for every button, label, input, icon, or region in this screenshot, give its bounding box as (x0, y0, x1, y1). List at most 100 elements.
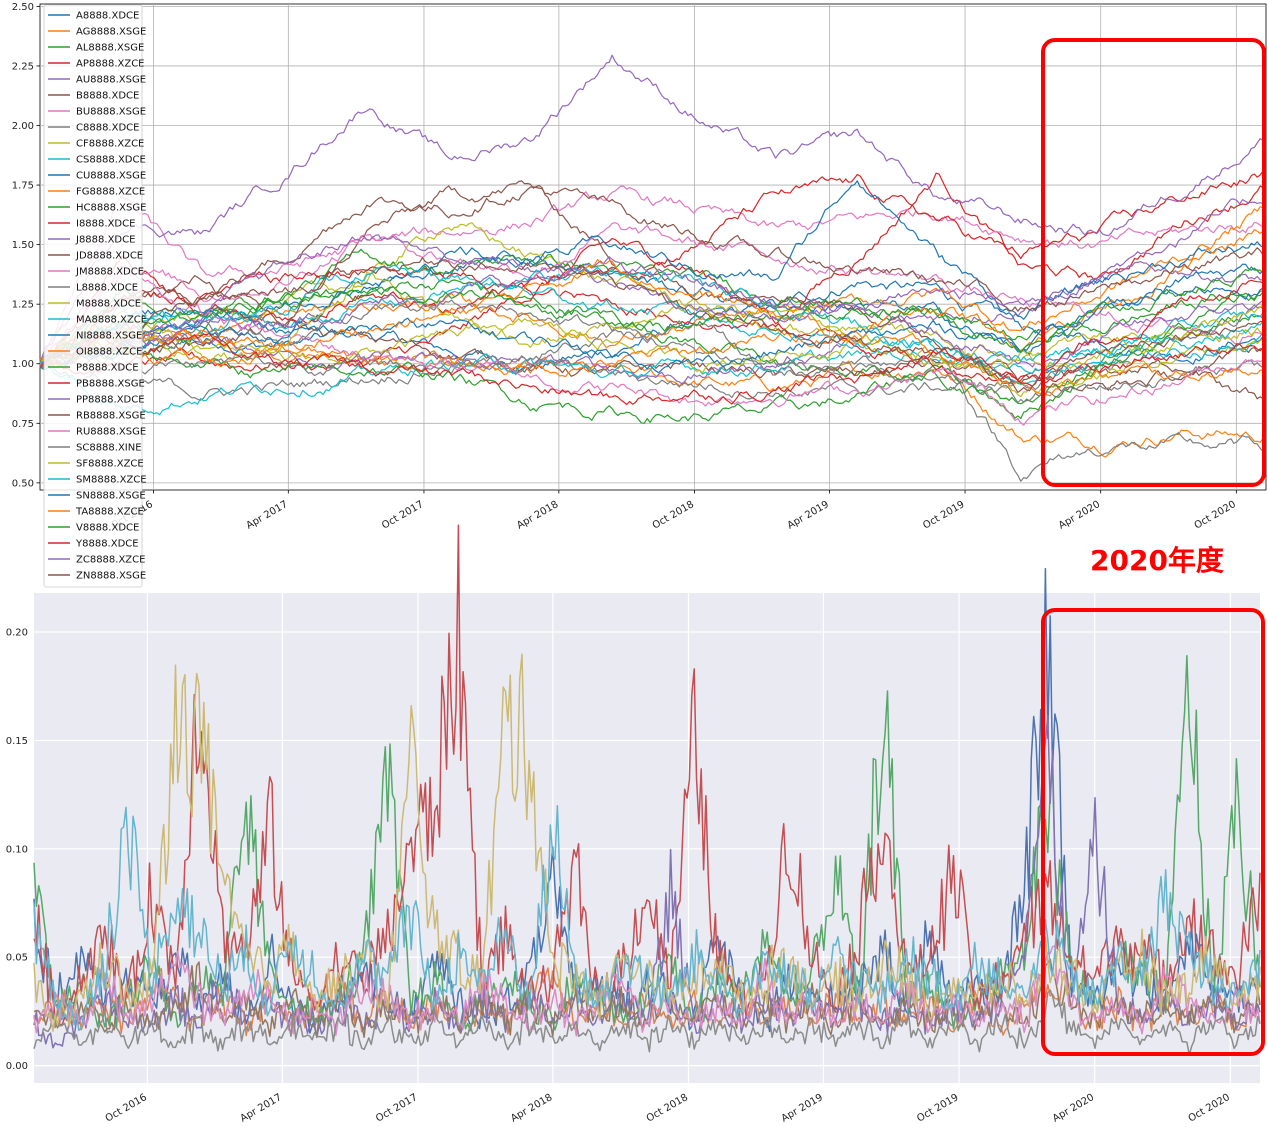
x-tick-label: Oct 2016 (104, 1092, 149, 1124)
legend-entry: JM8888.XDCE (75, 267, 144, 278)
y-tick-label: 2.25 (12, 61, 34, 72)
series-line (39, 320, 1267, 482)
y-tick-label: 0.15 (6, 736, 28, 747)
legend-entry: P8888.XDCE (76, 363, 139, 374)
top-series-lines (39, 54, 1267, 482)
y-tick-label: 1.00 (12, 359, 34, 370)
y-tick-label: 0.20 (6, 628, 28, 639)
legend: A8888.XDCE AG8888.XSGE AL8888.XSGE AP8888.X… (43, 4, 147, 588)
series-line (39, 206, 1267, 368)
legend-entry: PP8888.XDCE (76, 395, 145, 406)
normalized-price-chart: 0.50 0.75 1.00 1.25 1.50 1.75 2.00 2.25 2.50 Oct… (12, 2, 1267, 588)
legend-entry: RB8888.XSGE (76, 411, 146, 422)
y-tick-label: 1.25 (12, 300, 34, 311)
legend-entry: HC8888.XSGE (76, 203, 146, 214)
legend-entry: ZN8888.XSGE (76, 571, 146, 582)
series-line (33, 967, 1261, 1037)
legend-entry: PB8888.XSGE (76, 379, 145, 390)
series-line (39, 172, 1267, 375)
legend-entry: AP8888.XZCE (76, 59, 145, 70)
legend-entry: TA8888.XZCE (75, 507, 144, 518)
series-line (39, 185, 1267, 365)
series-line (39, 257, 1267, 393)
legend-entry: BU8888.XSGE (76, 107, 146, 118)
x-tick-label: Oct 2020 (1193, 499, 1238, 531)
legend-entry: OI8888.XZCE (76, 347, 142, 358)
x-tick-label: Apr 2019 (786, 499, 831, 531)
legend-entry: A8888.XDCE (76, 11, 139, 22)
y-tick-label: 0.05 (6, 953, 28, 964)
series-line (33, 653, 1261, 1033)
legend-entry: CU8888.XSGE (76, 171, 146, 182)
series-line (39, 264, 1267, 364)
legend-entry: FG8888.XZCE (76, 187, 145, 198)
top-y-axis: 0.50 0.75 1.00 1.25 1.50 1.75 2.00 2.25 2.50 (12, 2, 40, 489)
x-tick-label: Apr 2020 (1057, 499, 1102, 531)
x-tick-label: Oct 2019 (921, 499, 966, 531)
y-tick-label: 2.00 (12, 121, 34, 132)
series-line (39, 270, 1267, 426)
legend-entry: I8888.XDCE (76, 219, 135, 230)
series-line (39, 259, 1267, 397)
bottom-x-axis: Oct 2016 Apr 2017 Oct 2017 Apr 2018 Oct 2018… (104, 1092, 1232, 1124)
legend-entry: AU8888.XSGE (76, 75, 146, 86)
series-line (33, 945, 1261, 1037)
series-line (39, 271, 1267, 370)
legend-entry: CF8888.XZCE (76, 139, 144, 150)
x-tick-label: Apr 2017 (239, 1092, 284, 1124)
series-line (33, 805, 1261, 1032)
series-line (39, 290, 1267, 424)
series-line (39, 256, 1267, 368)
legend-entry: V8888.XDCE (76, 523, 139, 534)
series-line (33, 989, 1261, 1056)
legend-entry: AG8888.XSGE (76, 27, 146, 38)
series-line (39, 54, 1267, 363)
x-tick-label: Oct 2020 (1187, 1092, 1232, 1124)
legend-entry: SM8888.XZCE (76, 475, 147, 486)
y-tick-label: 2.50 (12, 2, 34, 13)
legend-entry: Y8888.XDCE (75, 539, 139, 550)
series-line (39, 256, 1267, 366)
y-tick-label: 1.75 (12, 181, 34, 192)
x-tick-label: Apr 2020 (1051, 1092, 1096, 1124)
series-line (33, 524, 1261, 1026)
bottom-series-lines (33, 524, 1261, 1056)
legend-entry: L8888.XDCE (76, 283, 138, 294)
top-gridlines (40, 4, 1266, 490)
bottom-highlight-box (1041, 608, 1265, 1056)
series-line (39, 279, 1267, 406)
y-tick-label: 1.50 (12, 240, 34, 251)
series-line (39, 198, 1267, 369)
x-tick-label: Apr 2018 (509, 1092, 554, 1124)
x-tick-label: Oct 2019 (915, 1092, 960, 1124)
top-highlight-box (1041, 38, 1266, 487)
series-line (39, 180, 1267, 371)
legend-entry: CS8888.XDCE (76, 155, 146, 166)
series-line (39, 266, 1267, 369)
series-line (39, 310, 1267, 416)
legend-entry: SN8888.XSGE (76, 491, 146, 502)
legend-entry: NI8888.XSGE (76, 331, 142, 342)
legend-entry: J8888.XDCE (75, 235, 135, 246)
legend-entry: RU8888.XSGE (76, 427, 146, 438)
x-tick-label: Oct 2017 (374, 1092, 419, 1124)
legend-entry: SF8888.XZCE (76, 459, 144, 470)
series-line (39, 186, 1267, 368)
x-tick-label: Oct 2017 (380, 499, 425, 531)
bottom-y-axis: 0.00 0.05 0.10 0.15 0.20 (6, 628, 28, 1073)
volatility-chart: 0.000.050.100.150.20 Oct 2016 Apr 2017 Oct… (6, 524, 1265, 1125)
series-line (39, 222, 1267, 364)
y-tick-label: 0.75 (12, 419, 34, 430)
legend-entry: B8888.XDCE (76, 91, 139, 102)
x-tick-label: Apr 2018 (515, 499, 560, 531)
legend-entry: C8888.XDCE (76, 123, 139, 134)
y-tick-label: 0.50 (12, 478, 34, 489)
y-tick-label: 0.00 (6, 1061, 28, 1072)
legend-entry: ZC8888.XZCE (76, 555, 145, 566)
annotation-2020: 2020年度 (1090, 544, 1224, 577)
legend-frame (43, 4, 143, 588)
legend-entry: M8888.XDCE (76, 299, 141, 310)
series-line (39, 266, 1267, 385)
